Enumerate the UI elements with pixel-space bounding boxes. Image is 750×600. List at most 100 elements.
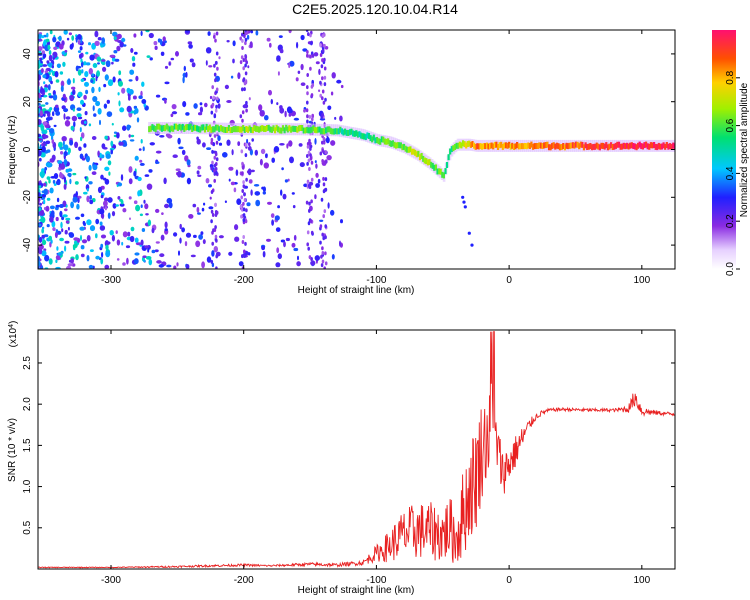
spectrogram-speckle-point	[179, 237, 182, 244]
spectrogram-speckle-point	[41, 92, 46, 96]
colorbar-tick-label: 0.4	[725, 166, 736, 180]
spectrogram-streak-point	[243, 192, 246, 197]
spectrogram-speckle-point	[166, 264, 172, 268]
spectrogram-speckle-point	[38, 182, 43, 186]
spectrogram-tone-cell	[643, 142, 646, 149]
spectrogram-tone-cell	[606, 144, 609, 151]
spectrogram-tone-cell	[277, 126, 280, 133]
spectrogram-speckle-point	[175, 168, 181, 171]
spectrogram-speckle-point	[48, 235, 52, 241]
spectrogram-streak-point	[243, 198, 247, 202]
spectrogram-tone-cell	[461, 140, 465, 147]
spectrogram-speckle-point	[100, 174, 104, 180]
spectrogram-speckle-point	[259, 158, 263, 166]
spectrogram-streak-point	[210, 209, 214, 214]
spectrogram-streak-point	[242, 218, 246, 223]
spectrogram-speckle-point	[133, 33, 137, 38]
spectrogram-tone-cell	[399, 142, 402, 149]
spectrogram-tone-cell	[500, 141, 503, 148]
spectrogram-speckle-point	[104, 264, 110, 269]
spectrogram-tone-cell	[544, 142, 547, 148]
spectrogram-speckle-point	[91, 86, 95, 94]
spectrogram-tone-cell	[157, 123, 160, 130]
spectrogram-tone-cell	[516, 142, 519, 148]
spectrogram-speckle-point	[118, 141, 124, 146]
spectrogram-tone-cell	[519, 143, 522, 150]
colorbar-ticks: 0.0 0.2 0.4 0.6 0.8	[725, 70, 740, 276]
spectrogram-speckle-point	[288, 30, 292, 34]
spectrogram-tone-cell	[565, 142, 568, 149]
spectrogram-speckle-point	[271, 157, 276, 163]
spectrogram-speckle-point	[38, 192, 41, 197]
spectrogram-speckle-point	[171, 104, 177, 110]
spectrogram-speckle-point	[49, 205, 55, 210]
spectrogram-speckle-point	[55, 104, 59, 109]
spectrogram-tone-cell	[380, 136, 383, 143]
spectrogram-speckle	[38, 30, 344, 269]
spectrogram-tone-cell	[474, 143, 477, 150]
spectrogram-speckle-point	[77, 69, 82, 76]
spectrogram-speckle-point	[43, 129, 48, 135]
spectrogram-tone-cell	[285, 124, 288, 131]
spectrogram-tone-cell	[477, 143, 480, 150]
spectrogram-speckle-point	[67, 78, 71, 85]
spectrogram-tone-cell	[434, 164, 437, 171]
top-y-tick-label: 20	[22, 96, 33, 108]
spectrogram-streak-point	[319, 80, 322, 85]
spectrogram-speckle-point	[46, 224, 50, 228]
spectrogram-speckle-point	[41, 250, 47, 257]
spectrogram-tone-cell	[254, 125, 257, 132]
spectrogram-speckle-point	[274, 215, 280, 221]
spectrogram-speckle-point	[97, 62, 100, 65]
spectrogram-speckle-point	[205, 178, 210, 184]
spectrogram-speckle-point	[125, 245, 131, 249]
spectrogram-tone-cell	[458, 141, 461, 148]
spectrogram-speckle-point	[77, 50, 82, 53]
spectrogram-speckle-point	[69, 43, 74, 50]
bottom-y-axis-label: SNR (10 * v/v)	[7, 418, 18, 482]
spectrogram-speckle-point	[117, 182, 123, 187]
spectrogram-speckle-point	[224, 200, 227, 203]
spectrogram-speckle-point	[246, 202, 251, 207]
spectrogram-tone-cell	[269, 126, 272, 133]
spectrogram-speckle-point	[38, 244, 44, 250]
spectrogram-tone-cell	[476, 143, 479, 150]
spectrogram-speckle-point	[218, 142, 223, 146]
spectrogram-streak-point	[244, 153, 248, 158]
spectrogram-speckle-point	[277, 253, 282, 260]
spectrogram-speckle-point	[117, 92, 120, 96]
spectrogram-tone-cell	[213, 126, 216, 133]
spectrogram-streak-point	[320, 64, 324, 69]
spectrogram-streak-point	[241, 87, 244, 92]
spectrogram-tone-cell	[406, 146, 409, 153]
spectrogram-speckle-point	[38, 74, 42, 81]
spectrogram-streak-point	[215, 157, 219, 162]
spectrogram-speckle-point	[95, 218, 100, 225]
spectrogram-streak-point	[244, 55, 248, 59]
spectrogram-speckle-point	[46, 197, 51, 201]
spectrogram-tone-cell	[428, 159, 431, 166]
spectrogram-speckle-point	[63, 108, 69, 113]
spectrogram-tone-cell	[286, 126, 289, 133]
spectrogram-speckle-point	[89, 199, 94, 205]
spectrogram-tone-cell	[487, 143, 490, 150]
spectrogram-tone-cell	[576, 141, 579, 148]
spectrogram-speckle-point	[122, 125, 127, 131]
spectrogram-streak-point	[214, 234, 218, 239]
spectrogram-speckle-point	[182, 101, 187, 108]
spectrogram-tone-cell	[621, 143, 624, 150]
spectrogram-speckle-point	[255, 199, 261, 207]
spectrogram-tone-cell	[466, 141, 469, 147]
spectrogram-speckle-point	[145, 256, 152, 260]
spectrogram-tone-cell	[614, 142, 617, 149]
spectrogram-speckle-point	[181, 227, 186, 233]
spectrogram-speckle-point	[103, 83, 107, 88]
spectrogram-streak-point	[211, 241, 214, 246]
spectrogram-tone-cell	[522, 143, 525, 150]
spectrogram-speckle-point	[38, 46, 43, 51]
spectrogram-speckle-point	[196, 170, 200, 175]
spectrogram-streak-point	[323, 57, 326, 62]
spectrogram-speckle-point	[264, 115, 269, 121]
spectrogram-speckle-point	[91, 73, 95, 77]
spectrogram-tone-cell	[393, 141, 396, 148]
